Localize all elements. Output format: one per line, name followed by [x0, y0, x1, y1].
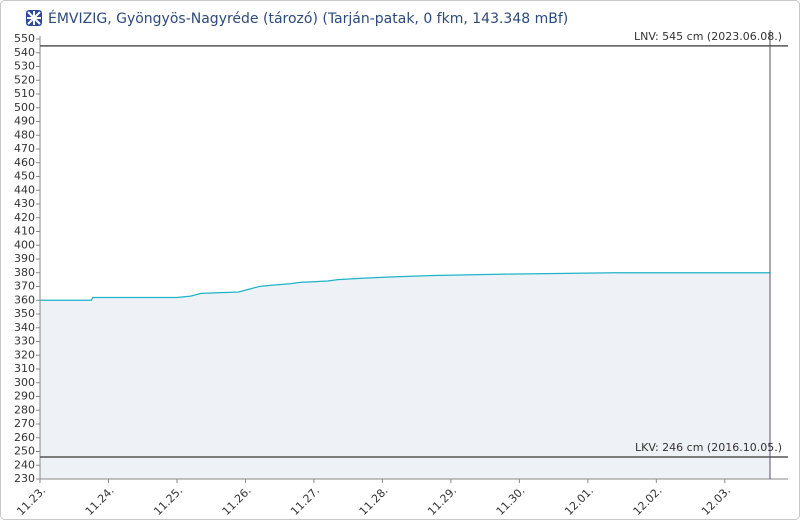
y-tick-label: 240	[14, 458, 35, 471]
y-tick-label: 380	[14, 266, 35, 279]
y-tick-label: 330	[14, 335, 35, 348]
threshold-label: LNV: 545 cm (2023.06.08.)	[634, 30, 782, 43]
y-tick-label: 280	[14, 403, 35, 416]
y-tick-label: 370	[14, 280, 35, 293]
y-tick-label: 420	[14, 211, 35, 224]
y-tick-label: 440	[14, 183, 35, 196]
y-tick-label: 410	[14, 225, 35, 238]
y-tick-label: 520	[14, 73, 35, 86]
y-tick-label: 310	[14, 362, 35, 375]
y-tick-label: 530	[14, 60, 35, 73]
y-tick-label: 320	[14, 348, 35, 361]
y-tick-label: 540	[14, 46, 35, 59]
y-tick-label: 340	[14, 321, 35, 334]
y-tick-label: 490	[14, 115, 35, 128]
y-tick-label: 230	[14, 472, 35, 485]
y-tick-label: 480	[14, 128, 35, 141]
y-tick-label: 350	[14, 307, 35, 320]
y-tick-label: 360	[14, 293, 35, 306]
y-tick-label: 470	[14, 142, 35, 155]
chart-title: ÉMVIZIG, Gyöngyös-Nagyréde (tározó) (Tar…	[48, 10, 568, 27]
y-tick-label: 430	[14, 197, 35, 210]
y-tick-label: 500	[14, 101, 35, 114]
y-tick-label: 510	[14, 87, 35, 100]
data-line	[40, 272, 770, 301]
y-tick-label: 460	[14, 156, 35, 169]
y-tick-label: 400	[14, 238, 35, 251]
y-tick-label: 550	[14, 32, 35, 45]
y-tick-label: 390	[14, 252, 35, 265]
area-fill	[40, 272, 770, 479]
threshold-label: LKV: 246 cm (2016.10.05.)	[635, 441, 782, 454]
y-tick-label: 290	[14, 390, 35, 403]
y-tick-label: 250	[14, 445, 35, 458]
y-tick-label: 450	[14, 170, 35, 183]
logo	[26, 10, 42, 26]
y-tick-label: 270	[14, 417, 35, 430]
y-tick-label: 260	[14, 431, 35, 444]
y-tick-label: 300	[14, 376, 35, 389]
